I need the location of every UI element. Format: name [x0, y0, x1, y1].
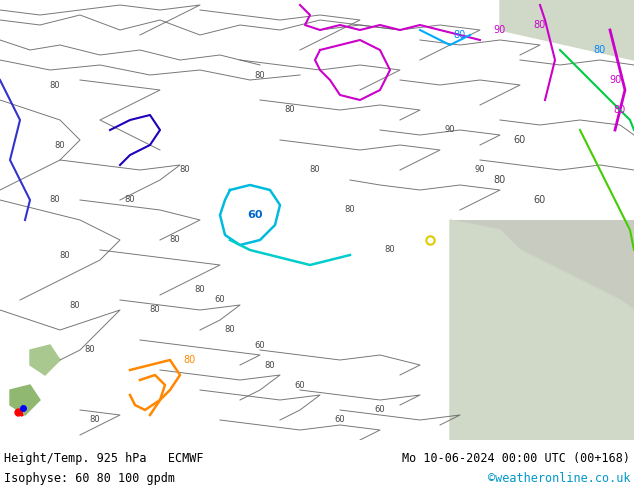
Text: 80: 80	[594, 45, 606, 55]
Text: 90: 90	[475, 166, 485, 174]
Text: 80: 80	[49, 196, 60, 204]
Text: 80: 80	[224, 325, 235, 335]
Text: 80: 80	[264, 361, 275, 369]
Text: 80: 80	[170, 236, 180, 245]
Text: 80: 80	[49, 80, 60, 90]
Text: Isophyse: 60 80 100 gpdm: Isophyse: 60 80 100 gpdm	[4, 472, 175, 485]
Text: 80: 80	[60, 250, 70, 260]
Polygon shape	[500, 0, 634, 60]
FancyBboxPatch shape	[450, 220, 634, 440]
Polygon shape	[30, 345, 60, 375]
Text: 60: 60	[215, 295, 225, 304]
Text: 80: 80	[89, 416, 100, 424]
Text: 90: 90	[494, 25, 506, 35]
Text: 60: 60	[295, 381, 306, 390]
Text: 80: 80	[494, 175, 506, 185]
Text: 80: 80	[150, 305, 160, 315]
Text: Height/Temp. 925 hPa   ECMWF: Height/Temp. 925 hPa ECMWF	[4, 452, 204, 465]
Text: 80: 80	[534, 20, 546, 30]
Text: 90: 90	[609, 75, 621, 85]
Text: 80: 80	[309, 166, 320, 174]
Text: 60: 60	[335, 416, 346, 424]
Text: 80: 80	[85, 345, 95, 354]
Text: 60: 60	[255, 341, 265, 349]
Text: 80: 80	[70, 300, 81, 310]
Text: 60: 60	[514, 135, 526, 145]
Text: 80: 80	[184, 355, 196, 365]
Text: 60: 60	[375, 406, 385, 415]
Polygon shape	[450, 220, 634, 440]
Text: 90: 90	[444, 125, 455, 134]
Text: Mo 10-06-2024 00:00 UTC (00+168): Mo 10-06-2024 00:00 UTC (00+168)	[402, 452, 630, 465]
Text: 80: 80	[385, 245, 396, 254]
Text: 80: 80	[454, 30, 466, 40]
Text: 80: 80	[55, 141, 65, 149]
Text: 80: 80	[179, 166, 190, 174]
Text: 80: 80	[125, 196, 135, 204]
Text: 80: 80	[345, 205, 355, 215]
Text: ©weatheronline.co.uk: ©weatheronline.co.uk	[488, 472, 630, 485]
Text: 60: 60	[534, 195, 546, 205]
Text: 80: 80	[285, 105, 295, 115]
Text: 80: 80	[195, 286, 205, 294]
Polygon shape	[10, 385, 40, 415]
Text: 80: 80	[614, 105, 626, 115]
Text: 60: 60	[247, 210, 262, 220]
Text: 80: 80	[255, 71, 265, 79]
